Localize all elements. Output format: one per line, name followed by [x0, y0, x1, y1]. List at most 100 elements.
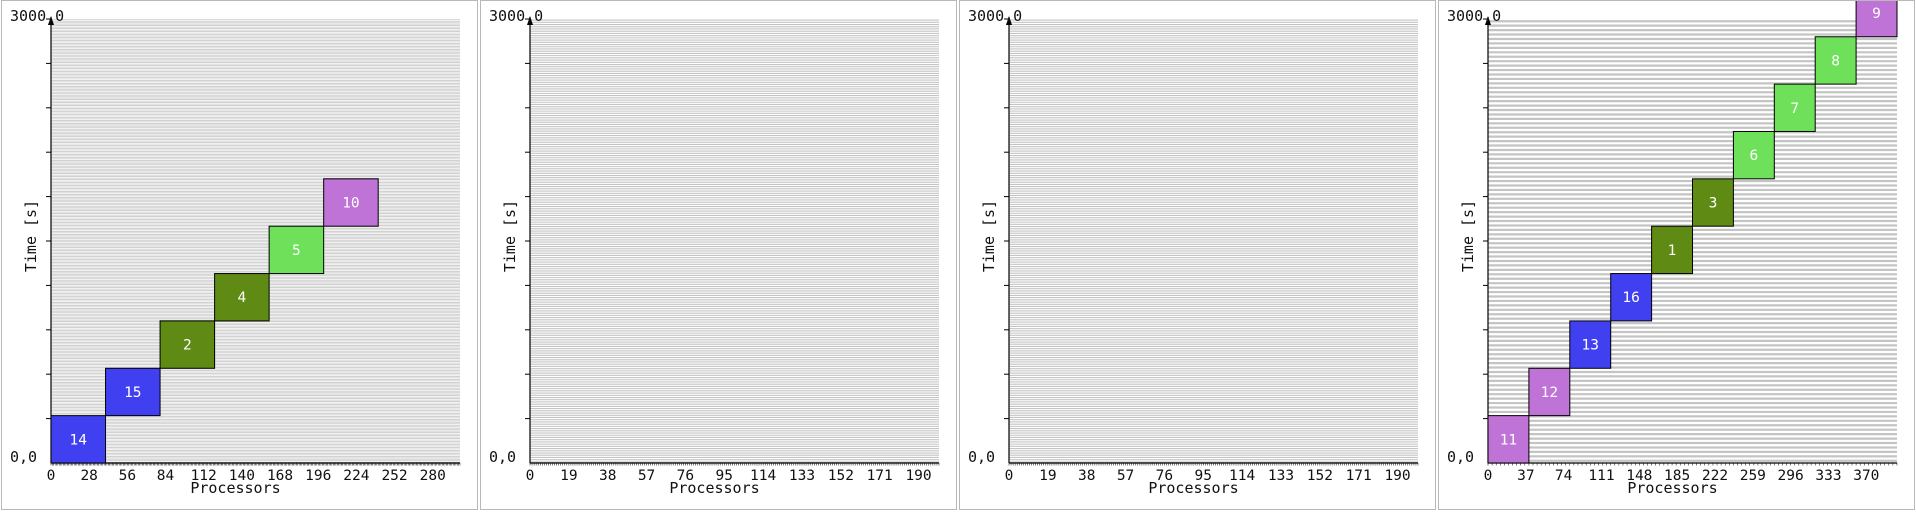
x-tick-label: 296: [1778, 468, 1804, 484]
x-tick-label: 0: [526, 468, 535, 484]
job-label: 4: [237, 290, 246, 306]
gantt-chart: 0 37 74 111 148 185 222 259 296 333 3703000,00,0Pr…: [1447, 1, 1898, 497]
job-label: 10: [342, 196, 359, 212]
job-label: 11: [1500, 432, 1517, 448]
job-block: [1487, 415, 1530, 464]
gantt-chart: 0 19 38 57 76 95 114 133 152 171 190 3000,0 0,0 Proce…: [968, 7, 1419, 497]
chart-panel-3: 0 19 38 57 76 95 114 133 152 171 190 3000,0 0,0 Proce…: [959, 0, 1436, 510]
x-tick-label: 190: [1384, 468, 1410, 484]
x-tick-label: 112: [191, 468, 217, 484]
x-tick-label: 95: [716, 468, 733, 484]
x-tick-label: 0: [47, 468, 56, 484]
job-block: [1773, 83, 1816, 132]
job-label: 9: [1872, 6, 1881, 22]
processor-rows: [1009, 19, 1418, 463]
x-tick-label: 19: [560, 468, 577, 484]
x-tick-label: 171: [867, 468, 893, 484]
x-tick-label: 152: [828, 468, 854, 484]
x-tick-label: 84: [157, 468, 175, 484]
y-axis-label: Time [s]: [980, 200, 998, 272]
job-block: [1814, 36, 1857, 85]
y-max-label: 3000,0: [10, 7, 64, 25]
origin-label: 0,0: [968, 448, 995, 466]
chart-panel-4: 0 37 74 111 148 185 222 259 296 333 370 3000,0 0,0 Pr…: [1438, 0, 1915, 510]
job-block: [159, 320, 216, 369]
x-tick-label: 0: [1005, 468, 1014, 484]
y-max-label: 3000,0: [1447, 7, 1501, 25]
x-tick-label: 148: [1626, 468, 1652, 484]
x-tick-label: 222: [1702, 468, 1728, 484]
job-label: 3: [1709, 196, 1718, 212]
x-tick-label: 76: [1156, 468, 1173, 484]
job-block: [1651, 225, 1694, 275]
x-axis-label: Processors: [669, 479, 759, 497]
jobs: 14 15 2 4 5 10: [50, 178, 379, 464]
job-block: [1610, 273, 1653, 322]
x-tick-label: 190: [905, 468, 931, 484]
job-block: [268, 225, 325, 275]
job-block: [1569, 320, 1612, 369]
chart-panel-2: 0 19 38 57 76 95 114 133 152 171 190 3000,0 0,0 Proce…: [480, 0, 957, 510]
x-tick-label: 56: [119, 468, 136, 484]
job-block: [105, 367, 161, 417]
x-tick-label: 114: [1229, 468, 1255, 484]
x-tick-label: 224: [343, 468, 369, 484]
job-label: 16: [1622, 290, 1639, 306]
x-tick-label: 74: [1555, 468, 1573, 484]
origin-label: 0,0: [10, 448, 37, 466]
x-tick-label: 76: [677, 468, 694, 484]
gantt-chart: 0 19 38 57 76 95 114 133 152 171 190 3000,0 0,0 Proce…: [489, 7, 940, 497]
x-tick-label: 185: [1664, 468, 1690, 484]
job-block: [50, 415, 107, 464]
job-block: [1528, 367, 1571, 417]
x-tick-label: 57: [638, 468, 655, 484]
processor-rows: [51, 19, 460, 463]
x-tick-label: 57: [1117, 468, 1134, 484]
x-tick-label: 259: [1740, 468, 1766, 484]
x-tick-label: 95: [1195, 468, 1212, 484]
y-axis-arrow: [527, 16, 533, 25]
y-axis-arrow: [1485, 16, 1491, 25]
x-tick-label: 252: [381, 468, 407, 484]
x-tick-label: 168: [267, 468, 293, 484]
x-tick-label: 280: [420, 468, 446, 484]
y-axis-label: Time [s]: [501, 200, 519, 272]
job-block: [214, 273, 270, 322]
x-tick-label: 114: [750, 468, 776, 484]
job-label: 6: [1749, 148, 1758, 164]
job-label: 2: [183, 338, 192, 354]
job-block: [1692, 178, 1734, 227]
x-tick-label: 140: [229, 468, 255, 484]
x-tick-label: 37: [1517, 468, 1534, 484]
job-label: 1: [1668, 243, 1677, 259]
job-label: 5: [292, 243, 301, 259]
origin-label: 0,0: [489, 448, 516, 466]
x-tick-label: 152: [1307, 468, 1333, 484]
chart-panel-1: 0 28 56 84 112 140 168 196 224 252 280 3000,0 0,0 Pro…: [1, 0, 478, 510]
y-axis-label: Time [s]: [22, 200, 40, 272]
y-axis-arrow: [48, 16, 54, 25]
x-tick-label: 111: [1588, 468, 1614, 484]
job-block: [1855, 1, 1898, 38]
job-block: [323, 178, 379, 227]
job-label: 14: [70, 432, 88, 448]
y-max-label: 3000,0: [489, 7, 543, 25]
x-axis-label: Processors: [190, 479, 280, 497]
x-tick-label: 171: [1346, 468, 1372, 484]
y-max-label: 3000,0: [968, 7, 1022, 25]
y-axis-arrow: [1006, 16, 1012, 25]
job-label: 12: [1541, 385, 1558, 401]
x-axis-label: Processors: [1627, 479, 1717, 497]
job-label: 7: [1790, 101, 1799, 117]
x-tick-label: 196: [305, 468, 331, 484]
job-label: 13: [1582, 338, 1599, 354]
x-tick-label: 0: [1484, 468, 1493, 484]
x-tick-label: 370: [1853, 468, 1879, 484]
processor-rows: [530, 19, 939, 463]
y-axis-label: Time [s]: [1459, 200, 1477, 272]
job-label: 8: [1831, 53, 1840, 69]
x-tick-label: 28: [80, 468, 97, 484]
x-tick-label: 333: [1815, 468, 1841, 484]
gantt-chart: 0 28 56 84 112 140 168 196 224 252 280 3000,0 0,0 Pro…: [10, 7, 461, 497]
